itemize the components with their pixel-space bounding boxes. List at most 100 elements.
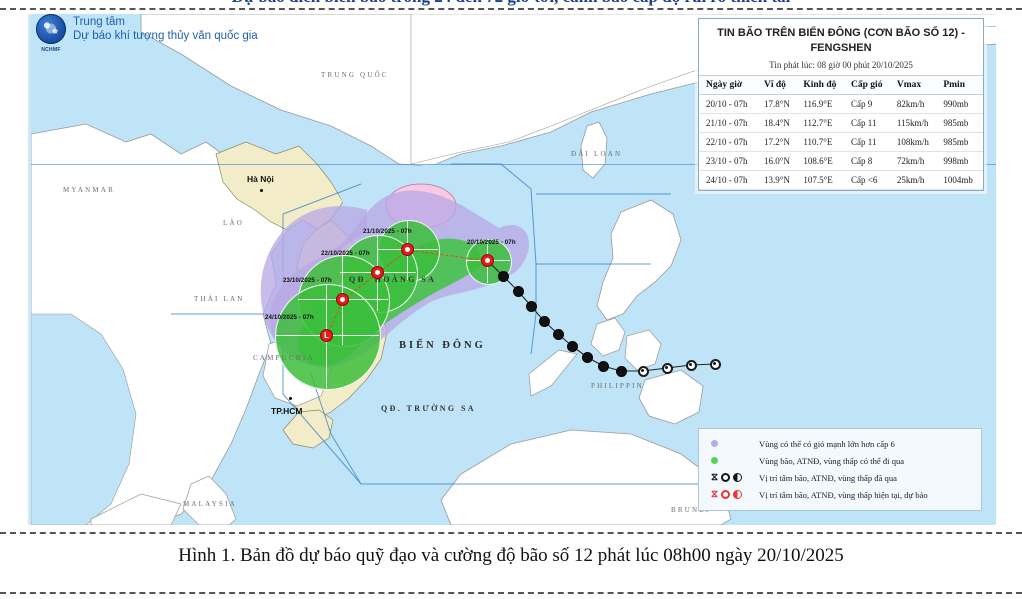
brand-text: Trung tâm Dự báo khí tượng thủy văn quốc… xyxy=(73,15,258,44)
top-cut-heading: Dự báo diễn biến bão trong 24 đến 72 giờ… xyxy=(0,0,1022,6)
cell-lat: 16.0°N xyxy=(760,151,800,171)
cell-lat: 18.4°N xyxy=(760,113,800,133)
label-brunei: BRUNEI xyxy=(671,506,711,514)
cell-pmin: 998mb xyxy=(939,151,983,171)
divider-middle xyxy=(0,532,1022,534)
label-thai-lan: THÁI LAN xyxy=(194,295,245,303)
col-pmin: Pmin xyxy=(939,74,983,95)
point-label-1: 21/10/2025 - 07h xyxy=(363,228,412,235)
cyclone-swirl-black-icon: ⧖ xyxy=(711,472,719,483)
cell-lon: 107.5°E xyxy=(799,170,848,190)
col-cap-gio: Cấp gió xyxy=(847,74,893,95)
label-truong-sa: QĐ. TRƯỜNG SA xyxy=(381,404,476,413)
figure-caption: Hình 1. Bản đồ dự báo quỹ đạo và cường đ… xyxy=(178,545,844,566)
cell-vmax: 115km/h xyxy=(892,113,940,133)
legend-row-past: ⧖ Vị trí tâm bão, ATNĐ, vùng thấp đã qua xyxy=(705,469,975,486)
cyclone-marker-22-10[interactable] xyxy=(371,266,384,279)
legend-text-violet: Vùng có thể có gió mạnh lớn hơn cấp 6 xyxy=(759,438,895,449)
legend-row-violet: Vùng có thể có gió mạnh lớn hơn cấp 6 xyxy=(705,435,975,452)
label-campuchia: CAMPUCHIA xyxy=(253,354,315,362)
cell-pmin: 985mb xyxy=(939,113,983,133)
grid-line-lat xyxy=(31,164,996,165)
cell-vmax: 108km/h xyxy=(892,132,940,152)
cell-vmax: 25km/h xyxy=(892,170,940,190)
table-row: 23/10 - 07h 16.0°N 108.6°E Cấp 8 72km/h … xyxy=(699,151,983,171)
info-box-subtitle: Tin phát lúc: 08 giờ 00 phút 20/10/2025 xyxy=(769,59,913,70)
table-row: 20/10 - 07h 17.8°N 116.9°E Cấp 9 82km/h … xyxy=(699,94,983,114)
cell-lon: 116.9°E xyxy=(799,94,848,114)
col-vmax: Vmax xyxy=(892,74,940,95)
cell-cap: Cấp 8 xyxy=(847,151,893,171)
nchmf-globe-icon: NCHMF xyxy=(36,14,66,53)
cell-pmin: 985mb xyxy=(939,132,983,152)
cell-cap: Cấp 11 xyxy=(847,132,893,152)
label-trung-quoc: TRUNG QUỐC xyxy=(321,71,389,79)
cell-vmax: 82km/h xyxy=(892,94,940,114)
label-lao: LÀO xyxy=(223,219,244,227)
city-dot-ha-noi xyxy=(260,189,263,192)
legend-symbol-violet xyxy=(705,440,753,447)
divider-top xyxy=(0,8,1022,10)
point-label-3: 23/10/2025 - 07h xyxy=(283,277,332,284)
label-myanmar: MYANMAR xyxy=(63,186,115,194)
info-box-header: TIN BÃO TRÊN BIỂN ĐÔNG (CƠN BÃO SỐ 12) -… xyxy=(699,19,983,75)
cell-vmax: 72km/h xyxy=(892,151,940,171)
legend-symbol-past: ⧖ xyxy=(705,472,753,483)
point-label-4: 24/10/2025 - 07h xyxy=(265,314,314,321)
label-dai-loan: ĐÀI LOAN xyxy=(571,150,623,158)
table-header-row: Ngày giờ Vĩ độ Kinh độ Cấp gió Vmax Pmin xyxy=(699,74,983,95)
label-ha-noi: Hà Nội xyxy=(247,174,274,184)
cyclone-marker-24-10[interactable]: L xyxy=(320,329,333,342)
legend-symbol-current: ⧖ xyxy=(705,490,753,500)
label-tp-hcm: TP.HCM xyxy=(271,406,303,416)
cell-lat: 17.8°N xyxy=(760,94,800,114)
table-row: 21/10 - 07h 18.4°N 112.7°E Cấp 11 115km/… xyxy=(699,113,983,133)
violet-swatch-icon xyxy=(711,440,718,447)
open-circle-black-icon xyxy=(721,473,731,482)
logo-label: NCHMF xyxy=(41,47,61,53)
cell-lon: 112.7°E xyxy=(799,113,848,133)
forecast-track-line xyxy=(326,249,489,337)
cell-date: 20/10 - 07h xyxy=(699,94,761,114)
half-circle-red-icon xyxy=(733,490,743,499)
divider-bottom xyxy=(0,592,1022,594)
cell-cap: Cấp <6 xyxy=(847,170,893,190)
point-label-2: 22/10/2025 - 07h xyxy=(321,250,370,257)
cell-pmin: 1004mb xyxy=(939,170,983,190)
cyclone-marker-23-10[interactable] xyxy=(336,293,349,306)
green-swatch-icon xyxy=(711,457,718,464)
legend-row-green: Vùng bão, ATNĐ, vùng thấp có thể đi qua xyxy=(705,452,975,469)
legend-row-current: ⧖ Vị trí tâm bão, ATNĐ, vùng thấp hiện t… xyxy=(705,486,975,503)
cell-lat: 13.9°N xyxy=(760,170,800,190)
col-vi-do: Vĩ độ xyxy=(760,74,800,95)
label-malaysia: MALAYSIA xyxy=(183,500,237,508)
cell-cap: Cấp 9 xyxy=(847,94,893,114)
half-circle-black-icon xyxy=(733,473,743,482)
nchmf-branding: NCHMF Trung tâm Dự báo khí tượng thủy vă… xyxy=(36,14,258,53)
city-dot-tp-hcm xyxy=(289,397,292,400)
storm-info-box: TIN BÃO TRÊN BIỂN ĐÔNG (CƠN BÃO SỐ 12) -… xyxy=(698,18,984,191)
cyclone-marker-20-10[interactable] xyxy=(481,254,494,267)
legend-symbol-green xyxy=(705,457,753,464)
table-row: 22/10 - 07h 17.2°N 110.7°E Cấp 11 108km/… xyxy=(699,132,983,152)
cell-pmin: 990mb xyxy=(939,94,983,114)
cell-date: 22/10 - 07h xyxy=(699,132,761,152)
map-legend: Vùng có thể có gió mạnh lớn hơn cấp 6 Vù… xyxy=(698,428,982,511)
label-hoang-sa: QĐ. HOÀNG SA xyxy=(349,275,437,284)
cell-lon: 108.6°E xyxy=(799,151,848,171)
brand-line-2: Dự báo khí tượng thủy văn quốc gia xyxy=(73,30,258,42)
cell-date: 21/10 - 07h xyxy=(699,113,761,133)
info-box-title: TIN BÃO TRÊN BIỂN ĐÔNG (CƠN BÃO SỐ 12) -… xyxy=(717,27,965,54)
legend-text-current: Vị trí tâm bão, ATNĐ, vùng thấp hiện tại… xyxy=(759,489,928,500)
cyclone-marker-21-10[interactable] xyxy=(401,243,414,256)
table-row: 24/10 - 07h 13.9°N 107.5°E Cấp <6 25km/h… xyxy=(699,170,983,190)
label-philippin: PHILIPPIN xyxy=(591,382,644,390)
top-cut-text: Dự báo diễn biến bão trong 24 đến 72 giờ… xyxy=(0,0,1022,6)
legend-text-past: Vị trí tâm bão, ATNĐ, vùng thấp đã qua xyxy=(759,472,897,483)
label-bien-dong: BIỂN ĐÔNG xyxy=(399,340,486,351)
cell-date: 24/10 - 07h xyxy=(699,170,761,190)
brand-line-1: Trung tâm xyxy=(73,15,125,28)
cell-lat: 17.2°N xyxy=(760,132,800,152)
col-ngay-gio: Ngày giờ xyxy=(699,74,761,95)
